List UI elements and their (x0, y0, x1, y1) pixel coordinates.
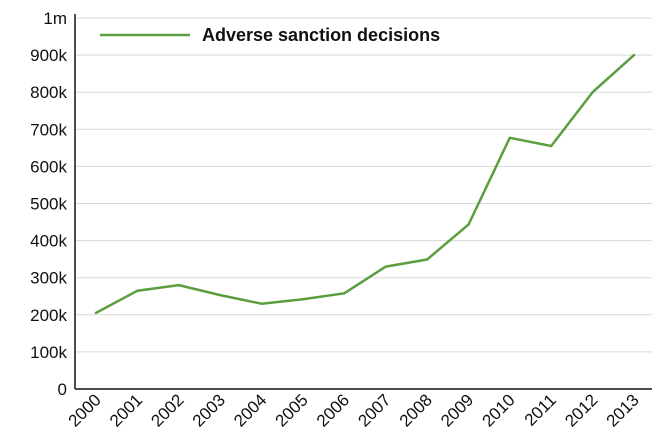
y-tick-label: 500k (30, 195, 67, 214)
y-tick-label: 0 (58, 380, 67, 399)
x-tick-label: 2004 (230, 390, 270, 430)
legend-label: Adverse sanction decisions (202, 25, 440, 45)
x-tick-label: 2007 (354, 390, 394, 430)
x-tick-label: 2006 (313, 390, 353, 430)
y-tick-label: 800k (30, 83, 67, 102)
x-tick-label: 2005 (272, 390, 312, 430)
x-tick-label: 2013 (603, 390, 643, 430)
y-tick-label: 700k (30, 120, 67, 139)
x-tick-label: 2011 (521, 390, 560, 429)
series-layer (94, 53, 636, 315)
y-tick-label: 400k (30, 232, 67, 251)
x-tick-label: 2009 (437, 390, 477, 430)
y-tick-label: 300k (30, 269, 67, 288)
y-axis-tick-labels: 0 100k 200k 300k 400k 500k 600k 700k 800k 900k 1m (30, 9, 67, 399)
x-tick-label: 2010 (478, 390, 518, 430)
x-tick-label: 2008 (396, 390, 436, 430)
x-tick-label: 2003 (189, 390, 229, 430)
y-tick-label: 1m (43, 9, 67, 28)
x-axis-tick-labels: 2000 2001 2002 2003 2004 2005 2006 2007 2008 2009… (65, 390, 643, 430)
series-line (94, 53, 636, 315)
legend: Adverse sanction decisions (100, 25, 440, 45)
x-tick-label: 2001 (106, 390, 146, 430)
x-tick-label: 2002 (147, 390, 187, 430)
grid-lines (75, 17, 652, 353)
x-tick-label: 2000 (65, 390, 105, 430)
y-tick-label: 900k (30, 46, 67, 65)
y-tick-label: 600k (30, 157, 67, 176)
x-tick-label: 2012 (561, 390, 601, 430)
y-tick-label: 200k (30, 306, 67, 325)
y-tick-label: 100k (30, 343, 67, 362)
